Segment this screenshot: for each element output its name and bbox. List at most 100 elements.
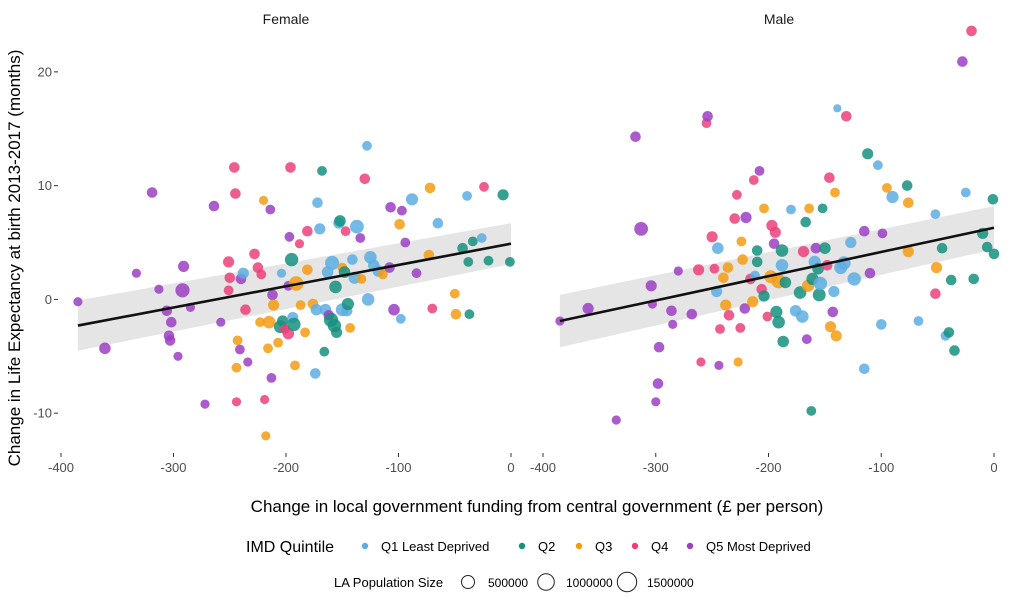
panel-strip-label: Female (263, 11, 310, 27)
y-tick-label: -10 (33, 406, 52, 421)
data-point-q3 (736, 236, 747, 247)
data-point-q5 (630, 131, 641, 142)
panel-strip-label: Male (764, 11, 795, 27)
size-legend: LA Population Size 500000 1000000 1500000 (334, 571, 694, 593)
data-point-q3 (290, 360, 300, 371)
data-point-q5 (651, 397, 661, 407)
data-point-q1 (432, 217, 444, 229)
data-point-q1 (833, 104, 842, 113)
x-tick-label: 0 (990, 460, 997, 475)
data-point-q3 (733, 357, 743, 367)
size-legend-label: 1500000 (647, 576, 694, 590)
data-point-q1 (828, 285, 840, 298)
data-point-q2 (317, 166, 327, 176)
data-point-q2 (770, 305, 783, 318)
data-point-q3 (424, 182, 436, 194)
data-point-q5 (957, 56, 968, 67)
data-point-q3 (345, 323, 355, 333)
size-legend-key (461, 575, 475, 589)
data-point-q2 (457, 242, 468, 254)
data-point-q4 (223, 256, 235, 268)
data-point-q5 (611, 415, 621, 425)
data-point-q2 (467, 236, 478, 247)
x-tick-label: -400 (48, 460, 74, 475)
data-point-q5 (154, 284, 164, 294)
data-point-q5 (216, 317, 226, 327)
data-point-q5 (243, 357, 253, 367)
data-point-q1 (310, 303, 323, 316)
data-point-q5 (131, 268, 141, 278)
data-point-q2 (819, 242, 831, 254)
data-point-q3 (300, 327, 310, 338)
color-legend-key-q2 (518, 542, 526, 550)
data-point-q2 (463, 257, 474, 267)
data-point-q5 (99, 342, 111, 355)
data-point-q5 (827, 306, 839, 318)
data-point-q4 (824, 172, 835, 183)
data-point-q2 (862, 148, 874, 160)
data-point-q5 (739, 303, 751, 314)
data-point-q4 (256, 269, 267, 280)
data-point-q5 (400, 237, 411, 248)
data-point-q4 (732, 189, 742, 200)
data-point-q3 (377, 269, 388, 280)
data-point-q3 (830, 330, 842, 342)
data-point-q4 (709, 263, 720, 274)
data-point-q5 (355, 233, 366, 243)
data-point-q2 (968, 273, 979, 285)
x-tick-label: -300 (160, 460, 186, 475)
data-point-q3 (255, 317, 265, 328)
data-point-q1 (845, 236, 857, 249)
data-point-q3 (232, 335, 243, 346)
data-point-q1 (314, 223, 326, 235)
data-point-q2 (329, 280, 342, 294)
data-point-q2 (751, 256, 763, 268)
data-point-q3 (263, 343, 273, 354)
data-point-q2 (319, 346, 330, 357)
data-point-q4 (224, 272, 236, 284)
data-point-q2 (936, 242, 948, 254)
data-point-q4 (762, 311, 773, 322)
data-point-q4 (223, 285, 234, 296)
data-point-q4 (735, 323, 746, 333)
data-point-q4 (427, 303, 438, 314)
color-legend-key-q1 (361, 542, 369, 550)
data-point-q3 (261, 431, 271, 441)
data-point-q3 (759, 203, 769, 214)
data-point-q4 (230, 188, 241, 199)
data-point-q2 (945, 274, 957, 286)
color-legend-label: Q3 (595, 539, 612, 554)
y-tick-label: 10 (38, 178, 52, 193)
color-legend-label: Q2 (538, 539, 555, 554)
data-point-q5 (810, 242, 822, 254)
data-point-q1 (350, 219, 364, 234)
data-point-q4 (797, 246, 810, 258)
data-point-q1 (913, 316, 924, 326)
x-tick-label: -100 (868, 460, 894, 475)
data-point-q5 (668, 319, 678, 329)
data-point-q5 (284, 231, 295, 242)
data-point-q2 (483, 255, 494, 266)
data-point-q4 (769, 226, 781, 238)
data-point-q3 (295, 300, 306, 310)
data-point-q1 (876, 319, 887, 330)
data-point-q5 (178, 260, 190, 272)
data-point-q5 (864, 267, 876, 279)
data-point-q4 (302, 225, 313, 237)
data-point-q1 (847, 272, 861, 286)
trend-line (77, 242, 512, 327)
data-point-q3 (882, 183, 892, 193)
color-legend: IMD Quintile Q1 Least Deprived Q2 Q3 Q4 Q5 M… (246, 539, 811, 556)
data-point-q4 (294, 239, 305, 249)
data-point-q5 (768, 238, 780, 249)
data-point-q3 (356, 274, 367, 284)
data-point-q4 (282, 327, 295, 340)
x-tick-label: -300 (643, 460, 669, 475)
size-legend-key (616, 571, 638, 593)
data-point-q2 (981, 241, 993, 253)
panel-male: Male -400 -300 -200 -100 0 (530, 11, 1000, 475)
data-point-q2 (751, 245, 763, 256)
data-point-q3 (737, 254, 748, 265)
data-point-q5 (555, 316, 565, 326)
